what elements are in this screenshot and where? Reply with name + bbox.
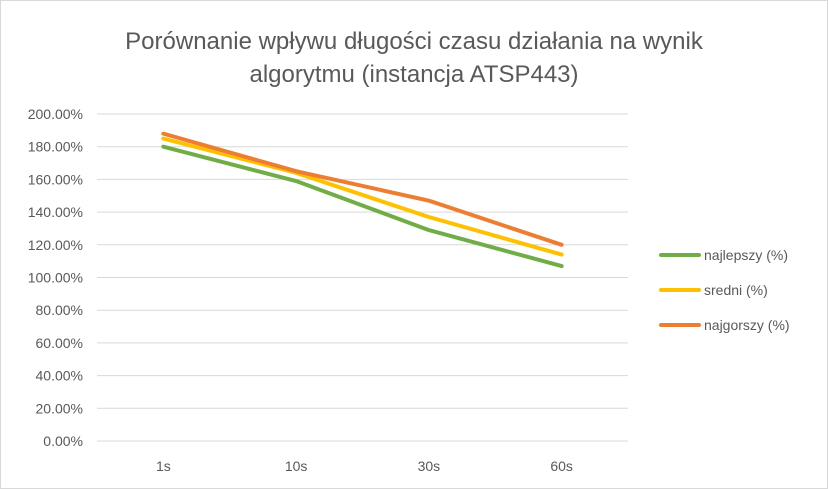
legend-label: sredni (%) bbox=[704, 282, 768, 298]
x-tick-label: 10s bbox=[285, 458, 308, 474]
y-tick-label: 0.00% bbox=[43, 433, 83, 449]
y-tick-label: 180.00% bbox=[28, 139, 83, 155]
legend: najlepszy (%) sredni (%) najgorszy (%) bbox=[659, 247, 790, 333]
legend-label: najgorszy (%) bbox=[704, 317, 790, 333]
y-tick-label: 100.00% bbox=[28, 270, 83, 286]
y-tick-label: 140.00% bbox=[28, 204, 83, 220]
series-lines bbox=[161, 131, 564, 269]
x-tick-label: 60s bbox=[550, 458, 573, 474]
series-line bbox=[161, 131, 564, 247]
x-axis-tick-labels: 1s 10s 30s 60s bbox=[156, 458, 573, 474]
y-tick-label: 200.00% bbox=[28, 106, 83, 122]
series-line bbox=[161, 136, 564, 257]
y-tick-label: 40.00% bbox=[36, 368, 83, 384]
gridlines bbox=[97, 113, 628, 442]
y-tick-label: 20.00% bbox=[36, 400, 83, 416]
y-tick-label: 120.00% bbox=[28, 237, 83, 253]
chart-title-line-1: Porównanie wpływu długości czasu działan… bbox=[125, 28, 704, 55]
y-tick-label: 60.00% bbox=[36, 335, 83, 351]
chart-title-line-2: algorytmu (instancja ATSP443) bbox=[249, 61, 578, 88]
x-tick-label: 1s bbox=[156, 458, 171, 474]
series-line bbox=[161, 144, 564, 269]
legend-label: najlepszy (%) bbox=[704, 247, 788, 263]
x-tick-label: 30s bbox=[418, 458, 441, 474]
y-tick-label: 160.00% bbox=[28, 171, 83, 187]
y-tick-label: 80.00% bbox=[36, 302, 83, 318]
y-axis-tick-labels: 0.00% 20.00% 40.00% 60.00% 80.00% 100.00% 120.… bbox=[28, 106, 83, 449]
